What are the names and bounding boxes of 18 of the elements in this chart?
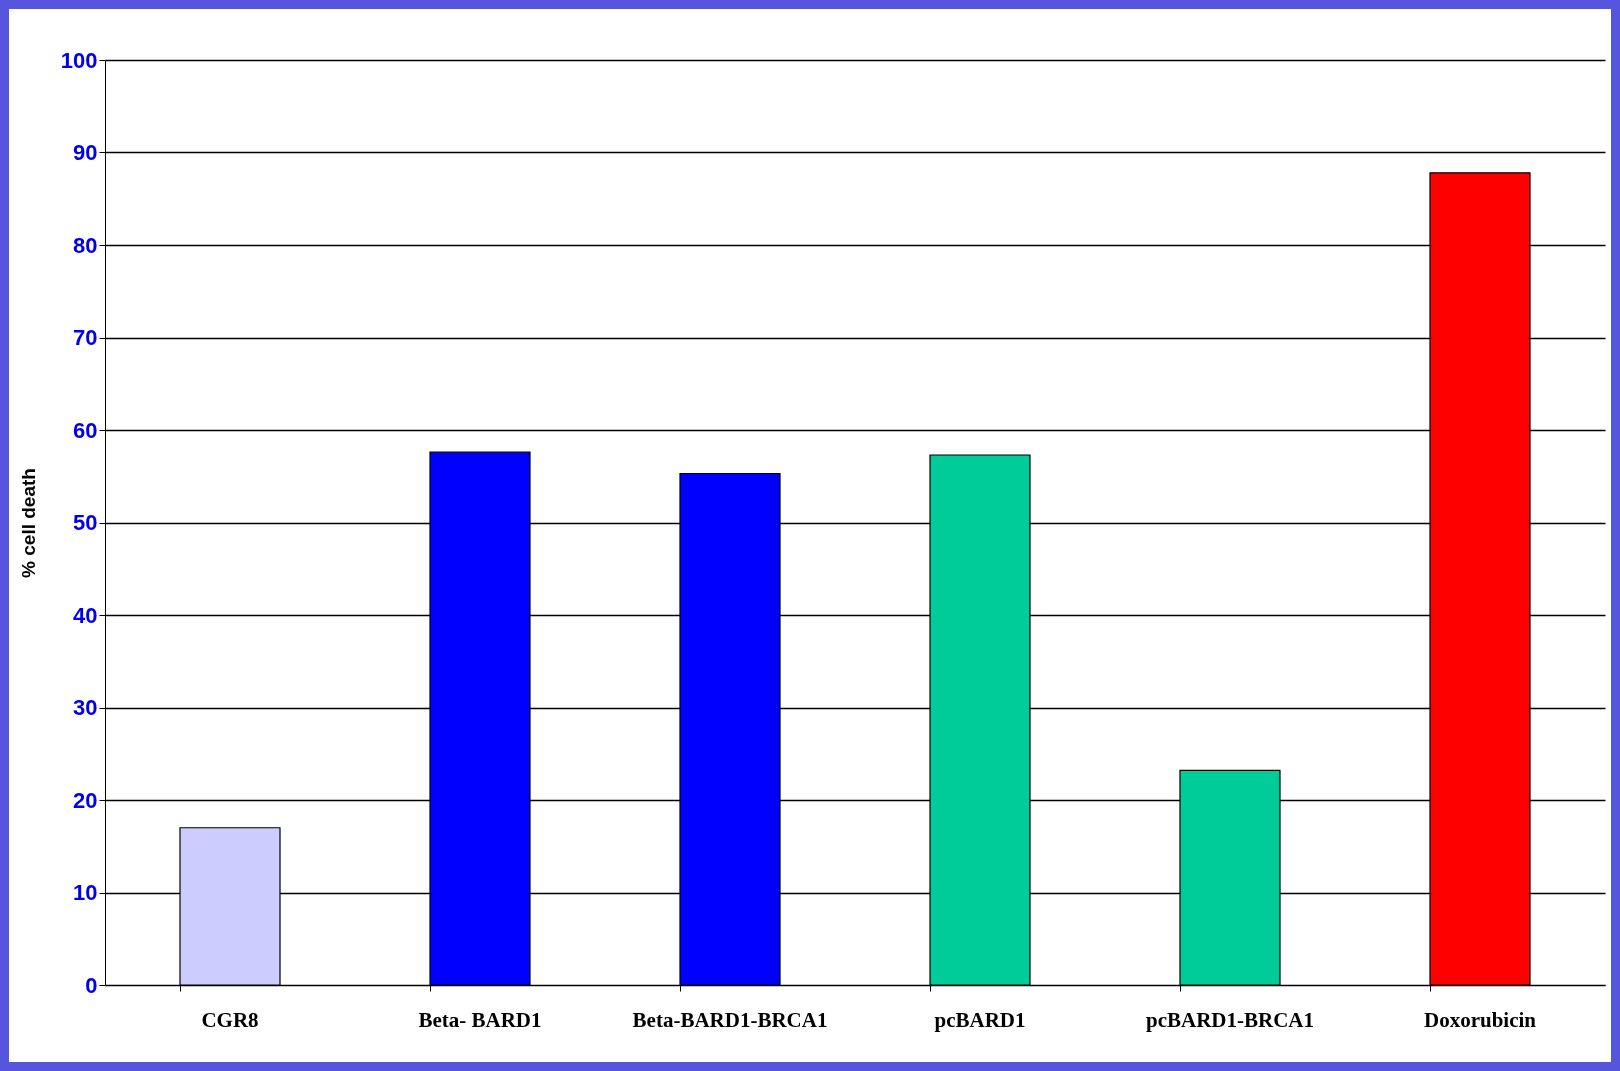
y-tick-label: 60	[73, 417, 98, 443]
x-tick-label: Beta- BARD1	[418, 1007, 542, 1032]
y-tick-label: 50	[73, 510, 98, 535]
y-tick-label: 100	[60, 47, 98, 73]
y-tick-label: 70	[73, 325, 98, 350]
y-tick-label: 30	[73, 695, 98, 720]
x-tick-label: Beta-BARD1-BRCA1	[632, 1007, 828, 1032]
x-tick-label: CGR8	[201, 1007, 259, 1032]
y-tick-label: 10	[73, 880, 98, 905]
y-tick-label: 80	[73, 232, 98, 258]
x-tick-label: Doxorubicin	[1423, 1007, 1537, 1032]
y-tick-label: 90	[73, 140, 98, 165]
y-tick-label: 40	[73, 602, 98, 628]
y-tick-label: 0	[85, 972, 98, 998]
y-axis-title: % cell death	[17, 468, 39, 578]
y-tick-label: 20	[73, 787, 98, 813]
x-tick-label: pcBARD1	[934, 1007, 1026, 1032]
x-tick-label: pcBARD1-BRCA1	[1146, 1007, 1314, 1032]
